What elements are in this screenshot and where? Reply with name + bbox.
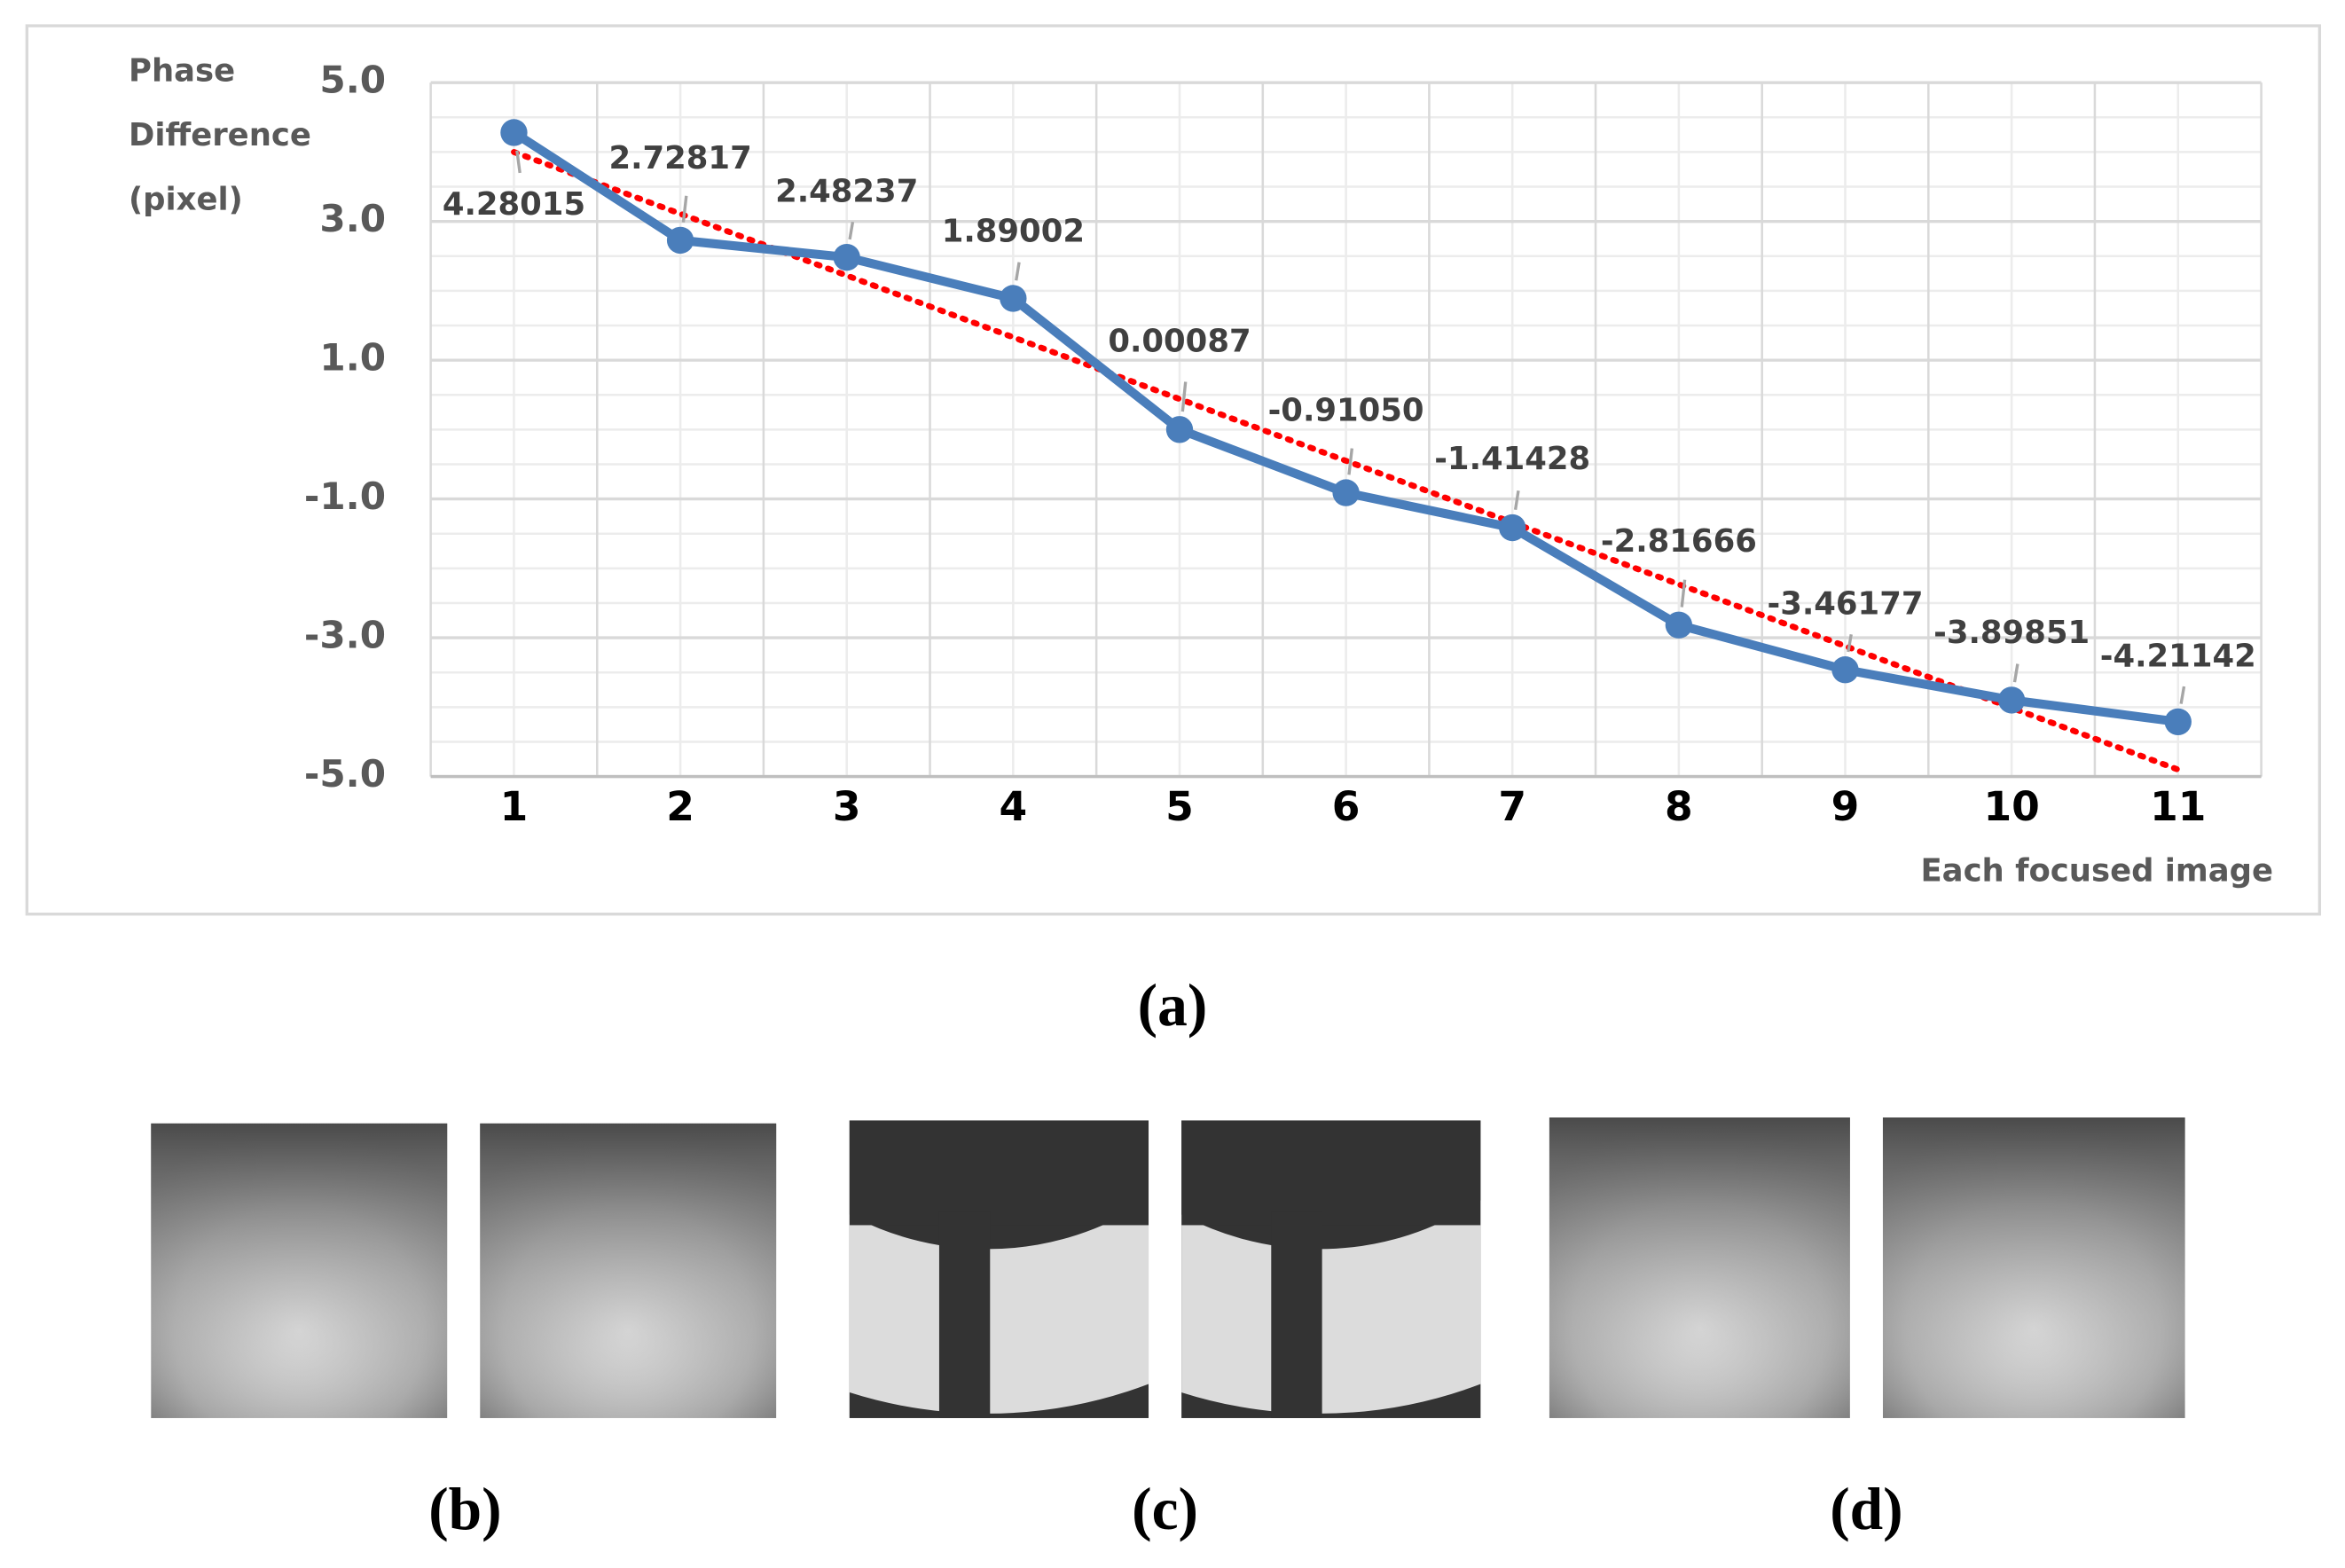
- data-label: -3.46177: [1768, 586, 1924, 623]
- data-label: -2.81666: [1601, 523, 1757, 560]
- image-dark: [849, 1120, 1149, 1226]
- leader-line: [2179, 686, 2186, 704]
- x-tick-label: 3: [833, 783, 861, 830]
- data-label: -3.89851: [1933, 615, 2090, 651]
- leader-line: [515, 150, 522, 174]
- x-tick-label: 8: [1665, 783, 1693, 830]
- leader-line: [2012, 663, 2020, 683]
- caption: (b): [428, 1476, 501, 1542]
- data-label: 0.00087: [1108, 323, 1251, 359]
- x-tick-label: 6: [1332, 783, 1361, 830]
- data-label: -4.21142: [2100, 638, 2256, 674]
- image-shade: [151, 1123, 448, 1418]
- caption: (c): [1132, 1476, 1198, 1542]
- image-shade: [1549, 1117, 1850, 1418]
- data-label: 1.89002: [942, 213, 1085, 249]
- y-tick-label: 5.0: [319, 59, 386, 102]
- x-tick-label: 2: [666, 783, 694, 830]
- images-d: [1549, 1117, 2185, 1418]
- data-point: [1332, 479, 1360, 506]
- y-tick-label: -5.0: [304, 752, 386, 796]
- chart-frame: [25, 24, 2322, 916]
- data-label: 2.48237: [775, 174, 918, 210]
- y-axis-title: (pixel): [129, 181, 243, 217]
- data-label: 4.28015: [443, 186, 585, 223]
- y-axis-title: Phase: [129, 52, 235, 89]
- x-tick-label: 9: [1831, 783, 1860, 830]
- y-tick-label: -1.0: [304, 474, 386, 518]
- leader-line: [1015, 262, 1021, 281]
- images-b: [151, 1123, 777, 1418]
- leader-line: [1180, 381, 1188, 412]
- leader-line: [1680, 579, 1687, 608]
- y-tick-label: 1.0: [319, 336, 386, 380]
- leader-line: [1847, 634, 1853, 653]
- leader-line: [848, 221, 855, 240]
- x-tick-label: 11: [2150, 783, 2206, 830]
- x-tick-label: 4: [1000, 783, 1028, 830]
- caption: (a): [1138, 972, 1208, 1039]
- caption: (d): [1830, 1476, 1902, 1542]
- data-point: [500, 119, 528, 146]
- image-dark: [1181, 1120, 1481, 1226]
- data-label: -1.41428: [1434, 441, 1590, 477]
- data-point: [1165, 416, 1194, 443]
- image-shade: [1882, 1117, 2185, 1418]
- data-point: [1000, 285, 1027, 312]
- plot: 5.0 3.0 1.0 -1.0 -3.0 -5.0 Phase Difference (pix…: [129, 52, 2273, 889]
- y-tick-label: -3.0: [304, 614, 386, 657]
- image-stem: [938, 1211, 991, 1418]
- data-point: [2164, 708, 2192, 736]
- data-point: [1997, 686, 2026, 714]
- x-tick-label: 10: [1983, 783, 2039, 830]
- x-tick-label: 5: [1165, 783, 1194, 830]
- image-stem: [1271, 1211, 1322, 1418]
- data-point: [833, 243, 860, 271]
- x-tick-label: 1: [500, 783, 529, 830]
- images-c: [849, 1120, 1481, 1418]
- image-shade: [480, 1123, 777, 1418]
- x-axis-title: Each focused image: [1920, 852, 2273, 889]
- data-point: [1831, 656, 1859, 684]
- data-point: [1665, 611, 1693, 639]
- data-label: 2.72817: [608, 140, 751, 176]
- data-label: -0.91050: [1268, 393, 1424, 429]
- leader-line: [681, 195, 688, 223]
- trendline: [511, 149, 2182, 773]
- x-tick-label: 7: [1498, 783, 1526, 830]
- y-axis-title: Difference: [129, 117, 311, 153]
- data-point: [666, 226, 694, 255]
- leader-line: [1347, 448, 1354, 475]
- y-tick-label: 3.0: [319, 197, 386, 240]
- leader-line: [1513, 490, 1520, 511]
- data-point: [1499, 514, 1526, 542]
